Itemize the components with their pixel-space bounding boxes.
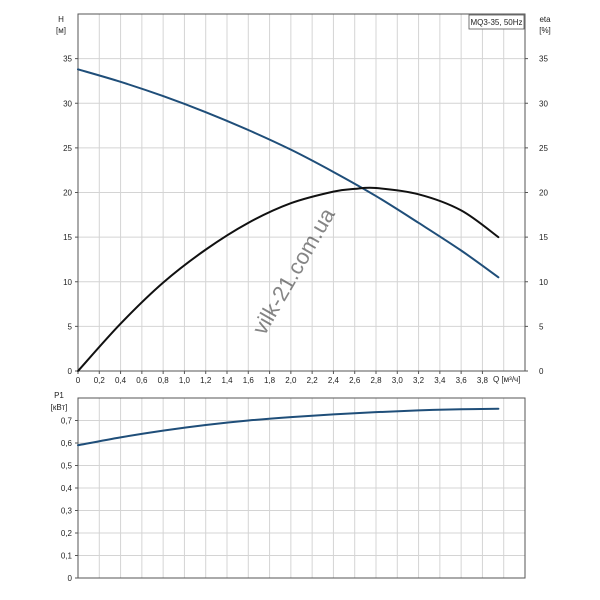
y2-axis-label: eta: [539, 15, 551, 24]
x-tick-label: 1,8: [264, 376, 276, 385]
x-tick-label: 0,6: [136, 376, 148, 385]
p1-tick-label: 0,2: [61, 529, 73, 538]
bottom-grid: [75, 398, 525, 579]
y-tick-label: 10: [63, 278, 72, 287]
top-right-tick-labels: 0 5 10 15 20 25 30 35: [539, 55, 548, 376]
x-tick-label: 0,8: [158, 376, 170, 385]
y-tick-label: 20: [63, 189, 72, 198]
series-line-eta: [77, 186, 500, 372]
x-tick-label: 3,0: [392, 376, 404, 385]
x-tick-label: 1,0: [179, 376, 191, 385]
y-tick-label: 0: [68, 367, 73, 376]
x-tick-label: 3,4: [434, 376, 446, 385]
series-line-P1: [77, 407, 500, 447]
y-axis-label: H: [58, 15, 64, 24]
y2-tick-label: 15: [539, 233, 548, 242]
p1-tick-label: 0,6: [61, 439, 73, 448]
x-tick-label: 2,6: [349, 376, 361, 385]
head-efficiency-panel: 0 5 10 15 20 25 30 35 0 5 10 15 20 25 30 35 0 0,2 0,4 0,6…: [56, 13, 551, 385]
y2-axis-unit: [%]: [539, 26, 551, 35]
bottom-left-tick-labels: 0 0,1 0,2 0,3 0,4 0,5 0,6 0,7: [61, 417, 73, 584]
y2-tick-label: 35: [539, 55, 548, 64]
x-tick-label: 0: [76, 376, 81, 385]
y-tick-label: 30: [63, 99, 72, 108]
x-tick-label: 2,2: [307, 376, 319, 385]
p1-tick-label: 0,3: [61, 507, 73, 516]
p1-tick-label: 0,1: [61, 552, 73, 561]
x-tick-label: 0,2: [94, 376, 106, 385]
y2-tick-label: 10: [539, 278, 548, 287]
y-tick-label: 35: [63, 55, 72, 64]
x-tick-label: 3,6: [456, 376, 468, 385]
bottom-plot-frame: [77, 397, 526, 579]
p1-tick-label: 0,4: [61, 484, 73, 493]
series-line-H: [77, 68, 500, 279]
top-series-group: [77, 68, 500, 372]
x-tick-label: 1,6: [243, 376, 255, 385]
top-plot-frame: [77, 13, 526, 372]
x-axis-label: Q [м³/ч]: [493, 375, 520, 384]
title-box: [468, 14, 525, 30]
p1-axis-unit: [кВт]: [51, 403, 68, 412]
power-panel: 0 0,1 0,2 0,3 0,4 0,5 0,6 0,7 P1 [кВт]: [51, 391, 526, 584]
y-tick-label: 5: [68, 322, 73, 331]
y-tick-label: 15: [63, 233, 72, 242]
y-axis-unit: [м]: [56, 26, 66, 35]
x-tick-label: 2,8: [370, 376, 382, 385]
y2-tick-label: 20: [539, 189, 548, 198]
x-tick-label: 3,8: [477, 376, 489, 385]
x-tick-label: 2,0: [285, 376, 297, 385]
p1-axis-label: P1: [54, 391, 64, 400]
bottom-series-group: [77, 407, 500, 447]
x-tick-label: 1,2: [200, 376, 212, 385]
top-grid: [75, 14, 528, 374]
x-tick-label: 2,4: [328, 376, 340, 385]
top-left-tick-labels: 0 5 10 15 20 25 30 35: [63, 55, 72, 376]
x-tick-label: 1,4: [221, 376, 233, 385]
p1-tick-label: 0: [68, 574, 73, 583]
p1-tick-label: 0,7: [61, 417, 73, 426]
x-tick-labels: 0 0,2 0,4 0,6 0,8 1,0 1,2 1,4 1,6 1,8 2,0 2,2 2,4 2,6…: [76, 376, 489, 385]
y2-tick-label: 0: [539, 367, 544, 376]
x-tick-label: 3,2: [413, 376, 425, 385]
y2-tick-label: 5: [539, 322, 544, 331]
p1-tick-label: 0,5: [61, 462, 73, 471]
x-tick-label: 0,4: [115, 376, 127, 385]
y2-tick-label: 30: [539, 99, 548, 108]
y2-tick-label: 25: [539, 144, 548, 153]
chart-title: MQ3-35, 50Hz: [470, 18, 522, 27]
y-tick-label: 25: [63, 144, 72, 153]
